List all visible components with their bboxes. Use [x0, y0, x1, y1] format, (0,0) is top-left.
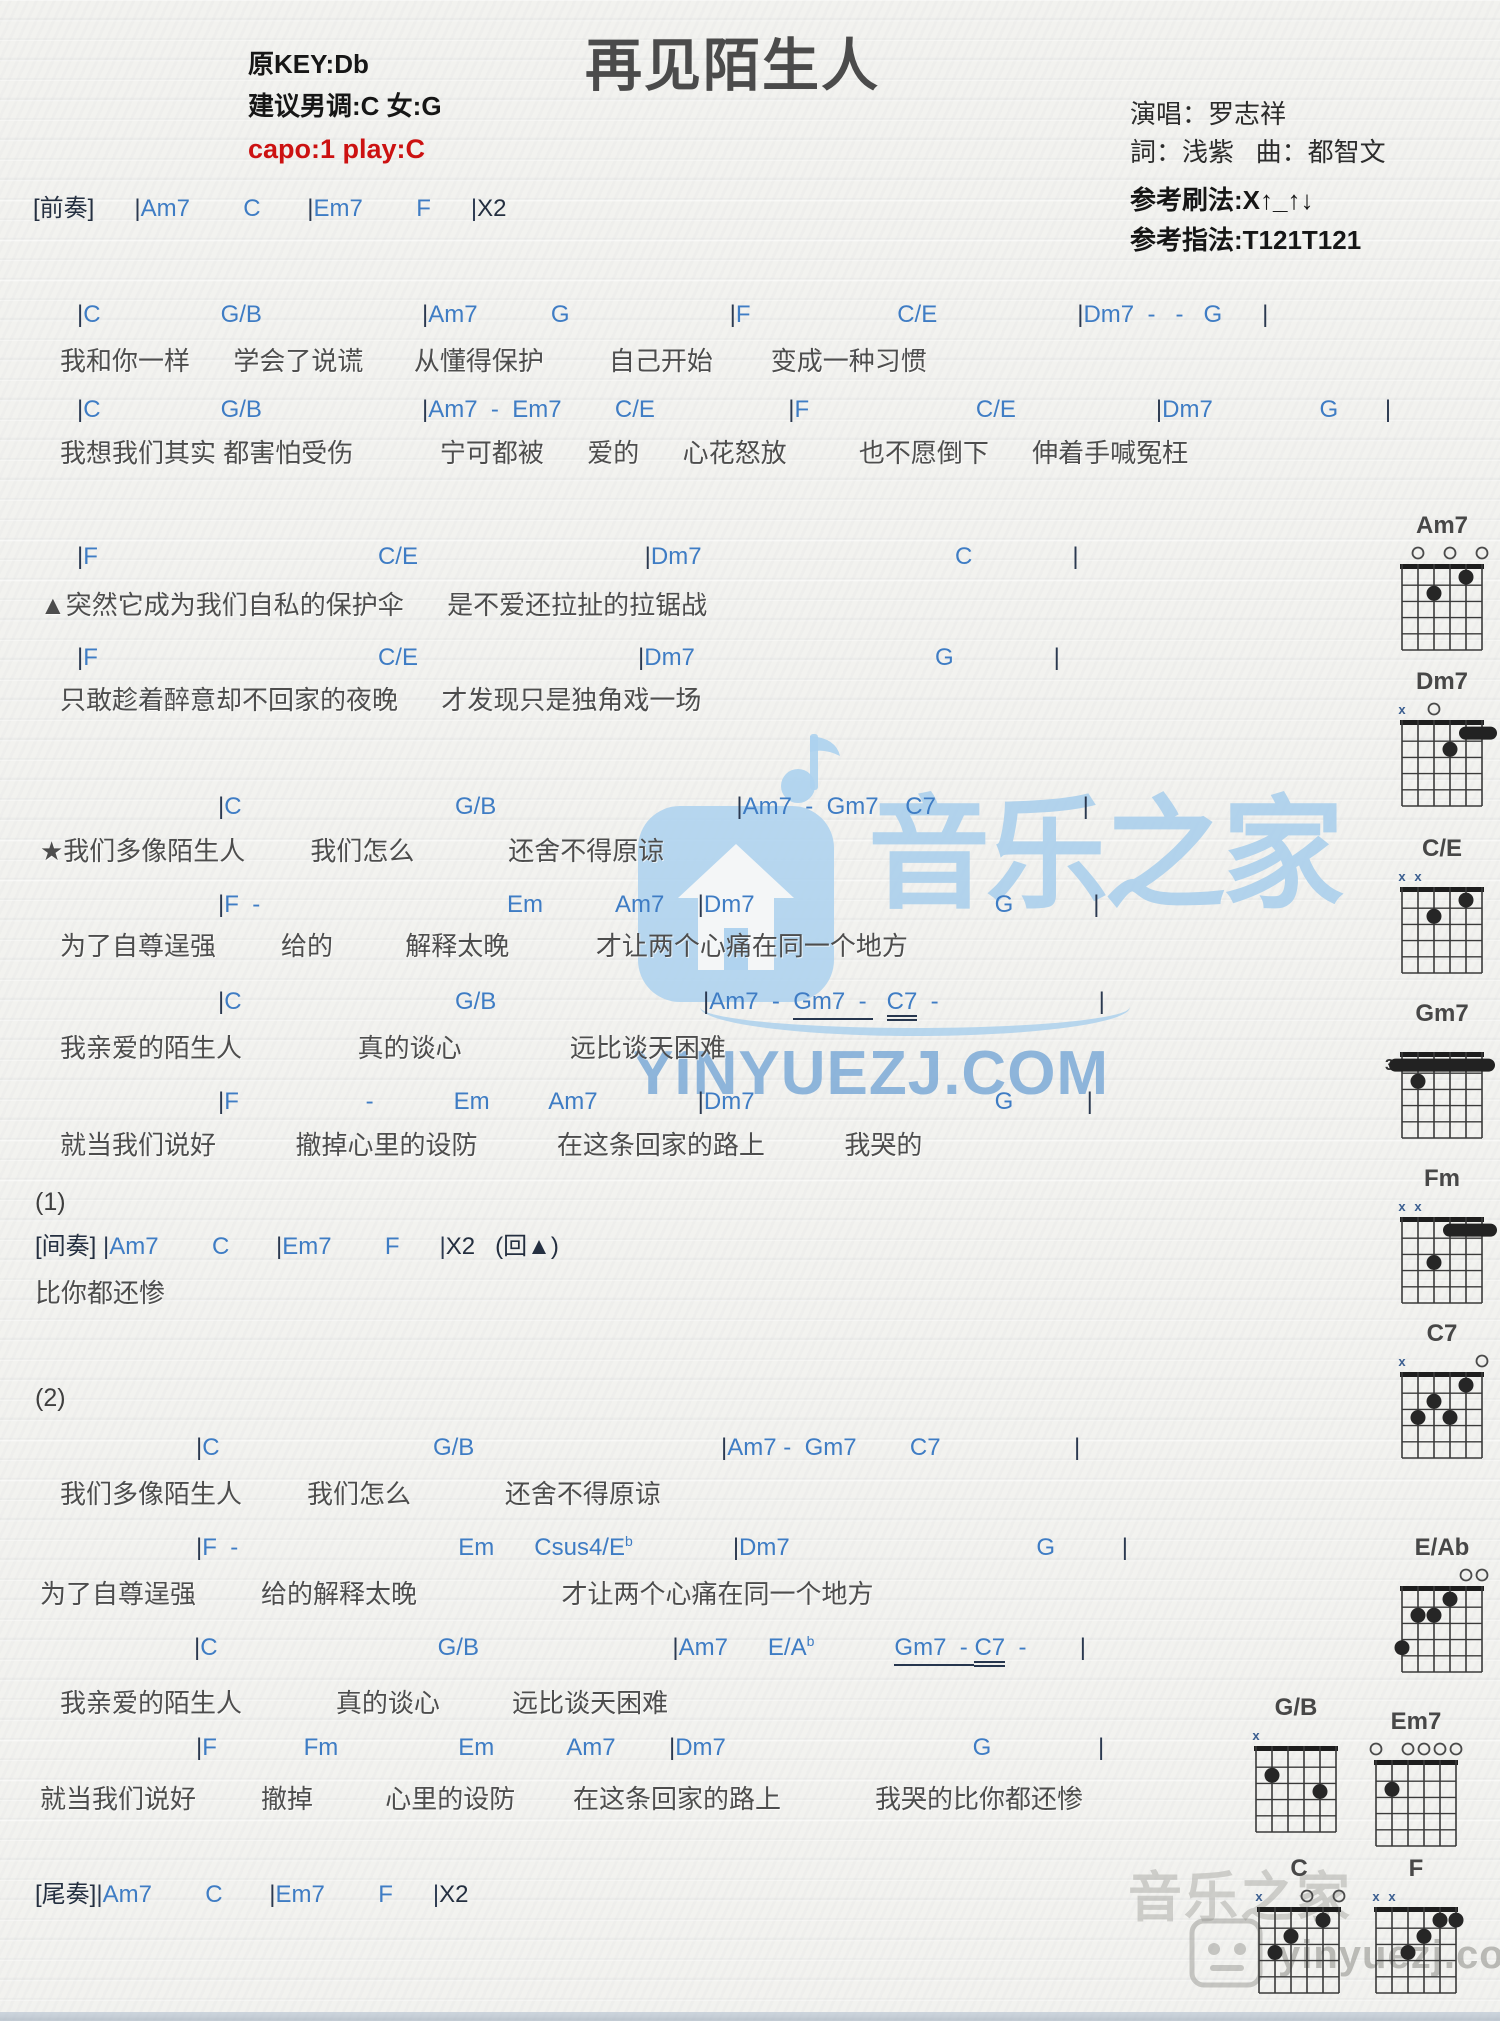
- fretboard-grid: [1369, 1742, 1463, 1847]
- chord-line: |C G/B |Am7 E/Ab Gm7 - C7 - |: [194, 1633, 1086, 1667]
- lyric-line: 为了自尊逞强 给的解释太晚 才让两个心痛在同一个地方: [40, 1579, 874, 1609]
- chord-diagram-label: E/Ab: [1414, 1534, 1470, 1561]
- chord-line: |F - Em Am7 |Dm7 G |: [218, 891, 1100, 918]
- strum-pattern-label: 参考刷法:X↑_↑↓: [1130, 185, 1314, 215]
- chord-diagram-am7: Am7: [1382, 512, 1500, 661]
- chord-diagram-label: Gm7: [1415, 1000, 1469, 1027]
- house-logo-icon: [638, 734, 840, 1002]
- lyric-line: 我和你一样 学会了说谎 从懂得保护 自己开始 变成一种习惯: [60, 346, 927, 376]
- chord-line: |C G/B |Am7 - Em7 C/E |F C/E |Dm7 G |: [77, 396, 1392, 423]
- bottom-edge-strip: [0, 2012, 1500, 2021]
- chord-diagram-label: C/E: [1421, 835, 1462, 862]
- chord-diagram-fm: Fm x x: [1382, 1165, 1500, 1314]
- svg-text:x: x: [1388, 1889, 1396, 1904]
- svg-text:x: x: [1414, 869, 1422, 884]
- svg-text:x: x: [1372, 1889, 1380, 1904]
- chord-line: |F - Em Am7 |Dm7 G |: [218, 1088, 1093, 1115]
- chord-diagram-eab: E/Ab: [1382, 1534, 1500, 1683]
- watermark-bottom-icon: [1189, 1918, 1263, 1988]
- lyric-line: ★我们多像陌生人 我们怎么 还舍不得原谅: [40, 836, 665, 866]
- chord-diagram-label: Em7: [1390, 1708, 1442, 1735]
- chord-diagram-em7: Em7: [1356, 1708, 1476, 1857]
- chord-diagram-label: C: [1290, 1855, 1308, 1882]
- chord-line: [间奏] |Am7 C |Em7 F |X2 (回▲): [35, 1233, 559, 1260]
- lyric-line: 我亲爱的陌生人 真的谈心 远比谈天困难: [60, 1688, 669, 1718]
- singer-label: 演唱：罗志祥: [1130, 99, 1287, 129]
- svg-text:x: x: [1398, 702, 1406, 717]
- lyric-line: 为了自尊逞强 给的 解释太晚 才让两个心痛在同一个地方: [60, 931, 908, 961]
- chord-line: |F - Em Csus4/Eb |Dm7 G |: [196, 1533, 1129, 1561]
- fretboard-grid: 3: [1385, 1052, 1495, 1139]
- lyric-line: 比你都还惨: [35, 1278, 166, 1308]
- svg-text:x: x: [1414, 1199, 1422, 1214]
- fretboard-grid: [1400, 546, 1489, 651]
- lyric-line: 就当我们说好 撤掉 心里的设防 在这条回家的路上 我哭的比你都还惨: [40, 1784, 1083, 1814]
- chord-diagram-label: C7: [1426, 1320, 1458, 1347]
- chord-diagram-label: G/B: [1274, 1694, 1318, 1721]
- chord-line: |F Fm Em Am7 |Dm7 G |: [196, 1734, 1105, 1761]
- watermark-url-text: YINYUEZJ.COM: [632, 1039, 1110, 1108]
- chord-line: |F C/E |Dm7 C |: [77, 543, 1079, 570]
- chord-line: |C G/B |Am7 G |F C/E |Dm7 - - G |: [77, 301, 1269, 328]
- writers-label: 詞：浅紫 曲：都智文: [1130, 137, 1386, 167]
- watermark-bottom-url: yinyuezj.com: [1278, 1933, 1500, 1977]
- fretboard-grid: [1394, 1568, 1489, 1673]
- chord-diagram-ce: C/E x x: [1382, 835, 1500, 984]
- suggested-key-label: 建议男调:C 女:G: [248, 91, 442, 121]
- section-marker: (1): [35, 1188, 66, 1216]
- chord-diagram-label: Fm: [1424, 1165, 1460, 1192]
- chord-diagram-c7: C7 x: [1382, 1320, 1500, 1469]
- lyric-line: 我们多像陌生人 我们怎么 还舍不得原谅: [60, 1479, 661, 1509]
- fretboard-grid: x: [1252, 1728, 1338, 1833]
- chord-diagram-gm7: Gm7 3: [1382, 1000, 1500, 1149]
- chord-line: |F C/E |Dm7 G |: [77, 644, 1060, 671]
- chord-diagram-label: Am7: [1415, 512, 1469, 539]
- fretboard-grid: x: [1398, 702, 1497, 807]
- song-title: 再见陌生人: [585, 34, 880, 98]
- chord-line: |C G/B |Am7 - Gm7 C7 |: [218, 793, 1089, 820]
- lyric-line: 我想我们其实 都害怕受伤 宁可都被 爱的 心花怒放 也不愿倒下 伸着手喊冤枉: [60, 438, 1189, 468]
- chord-diagram-label: F: [1408, 1855, 1424, 1882]
- chord-line: [尾奏]|Am7 C |Em7 F |X2: [35, 1881, 469, 1908]
- chord-line: |C G/B |Am7 - Gm7 - C7 - |: [218, 987, 1105, 1021]
- lyric-line: 就当我们说好 撤掉心里的设防 在这条回家的路上 我哭的: [60, 1130, 923, 1160]
- chord-line: |C G/B |Am7 - Gm7 C7 |: [196, 1434, 1081, 1461]
- fretboard-grid: x: [1398, 1354, 1489, 1459]
- chord-diagram-dm7: Dm7 x: [1382, 668, 1500, 817]
- finger-pattern-label: 参考指法:T121T121: [1130, 225, 1362, 255]
- svg-text:x: x: [1398, 1354, 1406, 1369]
- svg-text:x: x: [1252, 1728, 1260, 1743]
- svg-text:x: x: [1398, 1199, 1406, 1214]
- capo-label: capo:1 play:C: [248, 134, 426, 164]
- chord-diagram-label: Dm7: [1415, 668, 1469, 695]
- watermark-cjk-text: 音乐之家: [868, 787, 1344, 923]
- original-key-label: 原KEY:Db: [248, 49, 369, 79]
- svg-text:x: x: [1255, 1889, 1263, 1904]
- lyric-line: 我亲爱的陌生人 真的谈心 远比谈天困难: [60, 1033, 726, 1063]
- chord-diagram-gb: G/B x: [1236, 1694, 1356, 1843]
- fretboard-grid: x: [1255, 1889, 1346, 1994]
- section-marker: (2): [35, 1384, 66, 1412]
- chord-line: [前奏] |Am7 C |Em7 F |X2: [33, 195, 507, 222]
- watermark-center: 音乐之家 YINYUEZJ.COM: [620, 728, 1344, 1168]
- watermark-swoosh: [700, 978, 1130, 1036]
- svg-text:x: x: [1398, 869, 1406, 884]
- lyric-line: 只敢趁着醉意却不回家的夜晚 才发现只是独角戏一场: [60, 685, 702, 715]
- lyric-line: ▲突然它成为我们自私的保护伞 是不爱还拉扯的拉锯战: [40, 590, 708, 620]
